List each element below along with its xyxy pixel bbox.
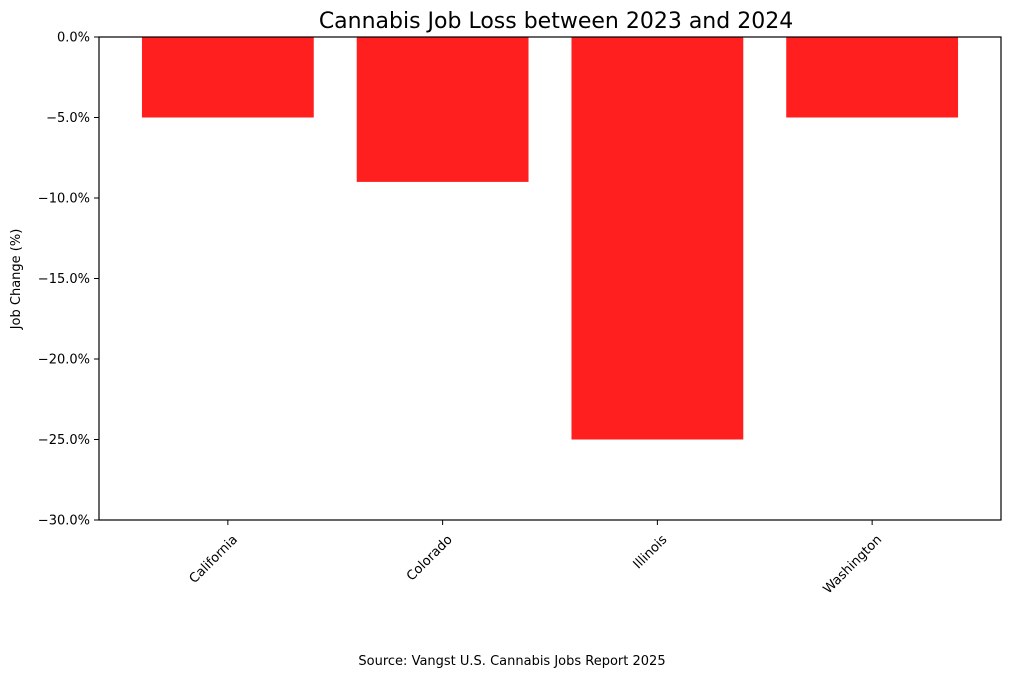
y-tick-label: −30.0% [38,514,90,529]
source-note: Source: Vangst U.S. Cannabis Jobs Report… [358,654,665,669]
x-axis: California Colorado Illinois Washington [187,520,886,597]
y-tick-label: −5.0% [46,111,90,126]
bars-group [141,37,959,440]
y-tick-label: −20.0% [38,353,90,368]
bar-washington [786,37,959,118]
y-tick-label: 0.0% [57,31,90,46]
x-tick-label: Colorado [404,532,456,584]
y-tick-label: −15.0% [38,272,90,287]
bar-california [141,37,314,118]
y-tick-label: −10.0% [38,192,90,207]
chart-title: Cannabis Job Loss between 2023 and 2024 [319,9,793,34]
bar-colorado [356,37,529,182]
y-tick-label: −25.0% [38,433,90,448]
y-axis-label: Job Change (%) [9,229,24,331]
x-tick-label: Washington [821,532,886,597]
x-tick-label: California [187,532,241,586]
y-axis: 0.0% −5.0% −10.0% −15.0% −20.0% −25.0% −30.0% [38,31,99,529]
x-tick-label: Illinois [631,532,671,572]
bar-illinois [571,37,744,440]
